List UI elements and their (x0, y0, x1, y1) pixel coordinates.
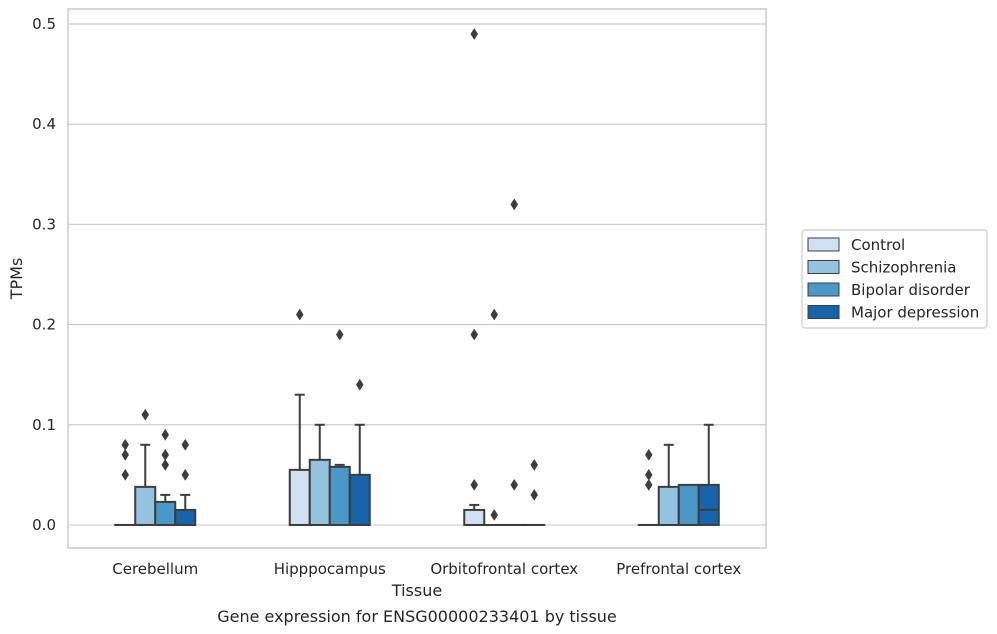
outlier-point (121, 438, 130, 451)
box-body (463, 508, 486, 526)
outlier-point (470, 328, 479, 341)
x-axis-ticks: Cerebellum Hipppocampus Orbitofrontal cort… (112, 560, 741, 578)
box-body (348, 473, 371, 526)
outlier-point (161, 448, 170, 461)
legend-label: Bipolar disorder (851, 281, 971, 299)
box (463, 28, 486, 526)
outlier-point (644, 468, 653, 481)
y-tick-label: 0.1 (32, 416, 56, 434)
box (288, 308, 311, 526)
plot-frame (67, 8, 767, 549)
x-tick-label: Orbitofrontal cortex (430, 560, 578, 578)
outlier-point (510, 478, 519, 491)
outlier-point (530, 458, 539, 471)
box-body (697, 483, 720, 526)
y-tick-label: 0.5 (32, 15, 56, 33)
box (328, 328, 351, 526)
outlier-point (121, 468, 130, 481)
box (174, 438, 197, 526)
x-tick-label: Prefrontal cortex (616, 560, 741, 578)
legend-item: Schizophrenia (807, 259, 956, 277)
legend-label: Schizophrenia (851, 259, 956, 277)
box-body (657, 485, 680, 526)
outlier-point (510, 198, 519, 211)
box (308, 423, 331, 526)
legend-swatch (807, 305, 840, 319)
box (154, 428, 177, 526)
series-schizophrenia (134, 308, 680, 526)
outlier-point (470, 28, 479, 41)
x-tick-label: Cerebellum (112, 560, 198, 578)
box-body (134, 485, 157, 526)
box (677, 483, 700, 526)
legend-item: Major depression (807, 304, 979, 322)
x-axis-title: Tissue (391, 581, 442, 600)
outlier-point (644, 448, 653, 461)
box (483, 308, 506, 526)
legend-swatch (807, 282, 840, 297)
series-control (114, 28, 660, 526)
y-tick-label: 0.0 (32, 516, 56, 534)
legend: Control Schizophrenia Bipolar disorder Majo… (801, 229, 988, 329)
outlier-point (470, 478, 479, 491)
box (134, 408, 157, 526)
outlier-point (121, 448, 130, 461)
outlier-point (490, 308, 499, 321)
outlier-point (181, 468, 190, 481)
legend-label: Control (851, 236, 905, 254)
y-tick-label: 0.2 (32, 316, 56, 334)
outlier-point (295, 308, 304, 321)
y-axis-title: TPMs (7, 258, 26, 301)
outlier-point (161, 458, 170, 471)
box-body (174, 508, 197, 526)
box-body (308, 458, 331, 526)
outlier-point (530, 488, 539, 501)
series-major-depression (174, 378, 720, 526)
outlier-point (335, 328, 344, 341)
y-tick-label: 0.3 (32, 215, 56, 233)
box-body (677, 483, 700, 526)
box (637, 448, 660, 526)
series-bipolar-disorder (154, 198, 700, 526)
box (697, 423, 720, 526)
box (503, 198, 526, 526)
box (523, 458, 546, 526)
box (114, 438, 137, 526)
outlier-point (181, 438, 190, 451)
y-tick-label: 0.4 (32, 115, 56, 133)
box-body (154, 500, 177, 526)
outlier-point (161, 428, 170, 441)
box (657, 443, 680, 526)
y-axis-ticks: 0.0 0.1 0.2 0.3 0.4 0.5 (32, 15, 56, 534)
box-body (288, 468, 311, 526)
outlier-point (490, 508, 499, 521)
box-series (114, 28, 720, 526)
legend-frame (801, 229, 988, 329)
box (348, 378, 371, 526)
box-body (328, 465, 351, 526)
chart-caption: Gene expression for ENSG00000233401 by t… (217, 607, 617, 626)
outlier-point (141, 408, 150, 421)
outlier-point (355, 378, 364, 391)
legend-swatch (807, 237, 840, 252)
x-tick-label: Hipppocampus (274, 560, 386, 578)
legend-item: Bipolar disorder (807, 281, 971, 299)
legend-label: Major depression (851, 304, 979, 322)
legend-swatch (807, 260, 840, 274)
legend-item: Control (807, 236, 905, 254)
grid-lines (68, 23, 766, 526)
outlier-point (644, 478, 653, 491)
